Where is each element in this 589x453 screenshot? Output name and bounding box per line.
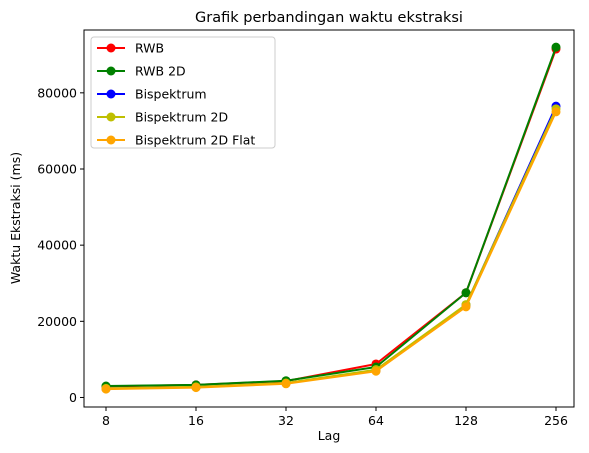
legend-item: Bispektrum 2D bbox=[97, 110, 228, 125]
data-point bbox=[191, 383, 201, 393]
x-tick-label: 8 bbox=[102, 413, 110, 428]
data-point bbox=[461, 288, 471, 298]
y-tick-label: 20000 bbox=[37, 314, 77, 329]
y-tick-label: 80000 bbox=[37, 85, 77, 100]
series-5 bbox=[101, 107, 561, 394]
legend-swatch-marker bbox=[106, 66, 116, 76]
x-tick-label: 256 bbox=[544, 413, 568, 428]
y-tick-label: 0 bbox=[69, 390, 77, 405]
y-tick-label: 40000 bbox=[37, 238, 77, 253]
chart-title: Grafik perbandingan waktu ekstraksi bbox=[195, 10, 463, 26]
y-axis-label: Waktu Ekstraksi (ms) bbox=[8, 152, 23, 284]
x-tick-label: 64 bbox=[368, 413, 384, 428]
x-tick-label: 16 bbox=[188, 413, 204, 428]
ticks-layer: 8 16 32 64 128 256 0 20000 40000 60000 80000 bbox=[37, 85, 568, 428]
series-layer bbox=[101, 42, 561, 394]
series-line bbox=[105, 108, 557, 390]
legend-item: Bispektrum 2D Flat bbox=[97, 133, 255, 148]
legend-label: Bispektrum bbox=[135, 87, 207, 102]
plot-frame bbox=[83, 29, 575, 408]
legend-box bbox=[90, 36, 276, 149]
y-tick-label: 60000 bbox=[37, 161, 77, 176]
x-axis-label: Lag bbox=[318, 428, 341, 443]
series-line bbox=[105, 105, 557, 390]
data-point bbox=[371, 366, 381, 376]
legend-item: RWB 2D bbox=[97, 64, 186, 79]
legend-label: Bispektrum 2D bbox=[135, 110, 228, 125]
legend-swatch-marker bbox=[106, 89, 116, 99]
series-line bbox=[105, 111, 557, 391]
data-point bbox=[551, 42, 561, 52]
legend-swatch-marker bbox=[106, 43, 116, 53]
data-point bbox=[101, 384, 111, 394]
legend-label: RWB 2D bbox=[135, 64, 186, 79]
data-point bbox=[461, 302, 471, 312]
legend-item: Bispektrum bbox=[97, 87, 207, 102]
legend-item: RWB bbox=[97, 41, 164, 56]
x-tick-label: 32 bbox=[278, 413, 294, 428]
legend-swatch-marker bbox=[106, 135, 116, 145]
series-line bbox=[105, 46, 557, 388]
legend-label: Bispektrum 2D Flat bbox=[135, 133, 255, 148]
legend: RWB RWB 2D Bispektrum Bispektrum 2D Bispektr… bbox=[90, 36, 276, 149]
data-point bbox=[551, 107, 561, 117]
data-point bbox=[281, 379, 291, 389]
legend-label: RWB bbox=[135, 41, 164, 56]
legend-swatch-marker bbox=[106, 112, 116, 122]
x-tick-label: 128 bbox=[454, 413, 478, 428]
